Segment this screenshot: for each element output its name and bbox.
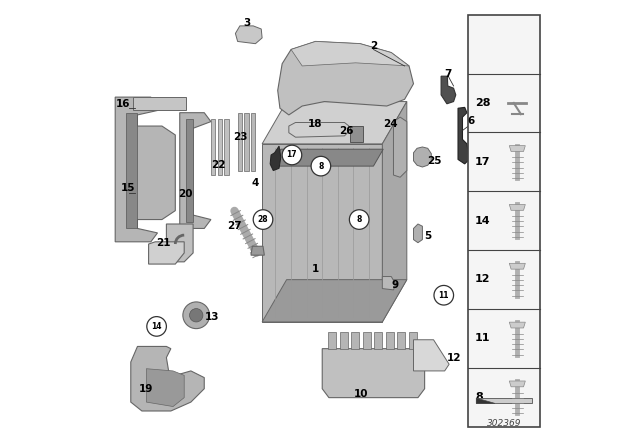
Polygon shape: [131, 346, 204, 411]
Polygon shape: [262, 280, 407, 322]
Text: 17: 17: [475, 157, 490, 167]
Polygon shape: [458, 108, 469, 164]
Polygon shape: [251, 113, 255, 171]
Text: 10: 10: [354, 389, 368, 399]
Polygon shape: [270, 146, 281, 171]
Polygon shape: [328, 332, 336, 349]
Polygon shape: [509, 322, 525, 328]
Polygon shape: [262, 102, 407, 144]
Circle shape: [434, 285, 454, 305]
Text: 27: 27: [227, 221, 242, 231]
Polygon shape: [382, 276, 396, 290]
Polygon shape: [291, 42, 409, 66]
Text: 20: 20: [179, 189, 193, 199]
Polygon shape: [397, 332, 406, 349]
Text: 18: 18: [308, 119, 323, 129]
Polygon shape: [394, 117, 407, 177]
Text: 1: 1: [312, 263, 319, 274]
Circle shape: [349, 210, 369, 229]
Text: 17: 17: [287, 151, 297, 159]
Text: 12: 12: [475, 275, 490, 284]
Text: 24: 24: [383, 119, 397, 129]
Text: 15: 15: [122, 183, 136, 194]
Text: 4: 4: [252, 178, 259, 188]
Polygon shape: [244, 113, 249, 171]
Text: 22: 22: [211, 160, 226, 170]
Polygon shape: [166, 224, 193, 262]
Text: 302369: 302369: [487, 419, 522, 428]
Polygon shape: [509, 263, 525, 269]
Polygon shape: [413, 224, 422, 243]
Polygon shape: [237, 113, 242, 171]
Polygon shape: [148, 242, 184, 264]
Text: 6: 6: [468, 116, 475, 126]
Circle shape: [282, 145, 301, 165]
Polygon shape: [409, 332, 417, 349]
Polygon shape: [186, 119, 193, 222]
Polygon shape: [350, 126, 363, 142]
Polygon shape: [509, 146, 525, 151]
Text: 12: 12: [446, 353, 461, 363]
Polygon shape: [509, 381, 525, 387]
Polygon shape: [289, 122, 349, 137]
Circle shape: [189, 309, 203, 322]
Text: 8: 8: [356, 215, 362, 224]
Polygon shape: [126, 113, 138, 228]
Polygon shape: [476, 398, 495, 403]
Text: 2: 2: [370, 41, 377, 51]
Text: 28: 28: [475, 98, 490, 108]
Text: 13: 13: [205, 313, 220, 323]
Circle shape: [253, 210, 273, 229]
Polygon shape: [180, 113, 211, 228]
Text: 5: 5: [424, 232, 431, 241]
Polygon shape: [386, 332, 394, 349]
Polygon shape: [374, 332, 382, 349]
Text: 26: 26: [339, 126, 354, 136]
Text: 16: 16: [116, 99, 131, 109]
Text: 23: 23: [234, 132, 248, 142]
Text: 19: 19: [139, 384, 154, 394]
Polygon shape: [211, 119, 216, 175]
Text: 11: 11: [438, 291, 449, 300]
Polygon shape: [322, 349, 424, 398]
Polygon shape: [363, 332, 371, 349]
Text: 28: 28: [258, 215, 268, 224]
Polygon shape: [262, 144, 382, 322]
Bar: [468, 15, 540, 426]
Circle shape: [183, 302, 209, 329]
Polygon shape: [271, 149, 383, 166]
Text: 3: 3: [243, 18, 250, 28]
Text: 9: 9: [391, 280, 398, 290]
Polygon shape: [351, 332, 359, 349]
Polygon shape: [218, 119, 222, 175]
Text: 14: 14: [151, 322, 162, 331]
Polygon shape: [476, 398, 532, 403]
Text: 11: 11: [475, 333, 490, 343]
Polygon shape: [224, 119, 228, 175]
Polygon shape: [441, 76, 456, 104]
Polygon shape: [133, 97, 186, 111]
Polygon shape: [147, 369, 184, 406]
Circle shape: [311, 156, 331, 176]
Polygon shape: [236, 26, 262, 44]
Polygon shape: [115, 97, 175, 242]
Text: 8: 8: [475, 392, 483, 402]
Polygon shape: [251, 246, 264, 255]
Polygon shape: [278, 42, 413, 115]
Polygon shape: [382, 102, 407, 322]
Polygon shape: [340, 332, 348, 349]
Text: 25: 25: [428, 156, 442, 166]
Polygon shape: [413, 147, 431, 167]
Text: 21: 21: [156, 238, 170, 248]
Circle shape: [147, 317, 166, 336]
Text: 8: 8: [318, 162, 324, 171]
Polygon shape: [509, 204, 525, 210]
Polygon shape: [413, 340, 449, 371]
Text: 14: 14: [475, 215, 491, 226]
Text: 7: 7: [445, 69, 452, 78]
